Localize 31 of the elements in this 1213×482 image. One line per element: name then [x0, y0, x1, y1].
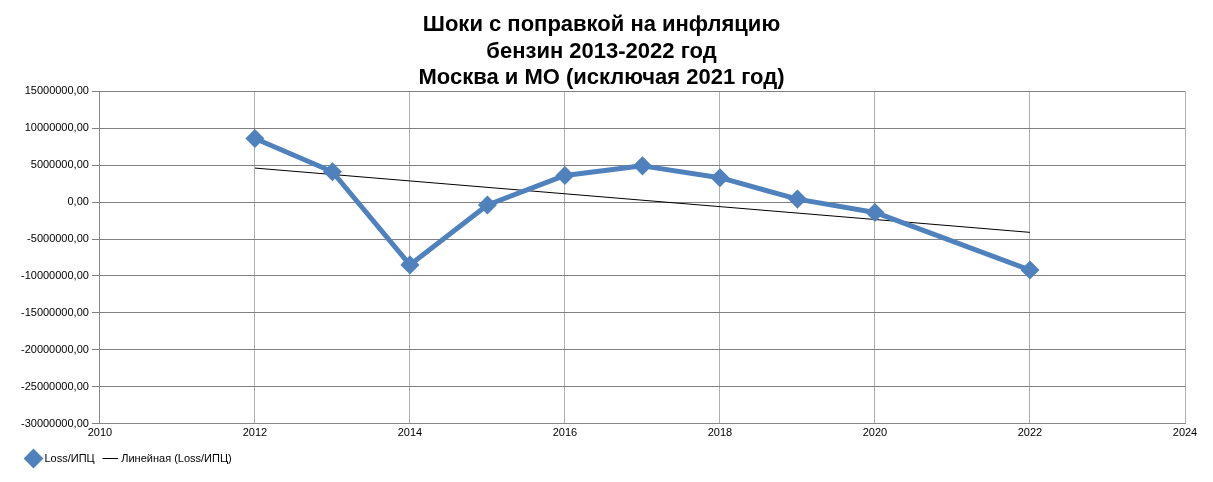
point — [633, 157, 651, 175]
x-tick-label: 2018 — [707, 426, 733, 439]
y-tick-label: -30000000,00 — [20, 416, 89, 429]
point — [788, 190, 806, 208]
x-tick-label: 2016 — [552, 426, 578, 439]
chart-title: Шоки с поправкой на инфляцию бензин 2013-2022 год Москва и МО (исключая 2021 год) — [418, 11, 785, 90]
legend-label: Линейная (Loss/ИПЦ) — [121, 451, 232, 464]
point — [323, 163, 341, 181]
x-tick-label: 2014 — [397, 426, 423, 439]
point — [246, 130, 264, 147]
x-tick-label: 2012 — [242, 426, 268, 439]
x-tick-label: 2010 — [87, 426, 113, 439]
y-tick-label: -25000000,00 — [20, 379, 89, 392]
y-tick-label: -5000000,00 — [27, 232, 89, 245]
y-tick-label: -20000000,00 — [20, 342, 89, 355]
x-tick-label: 2022 — [1017, 426, 1043, 439]
x-tick-label: 2024 — [1172, 426, 1198, 439]
point — [711, 169, 729, 187]
y-tick-label: 10000000,00 — [24, 121, 89, 134]
point — [1021, 261, 1039, 279]
y-tick-label: -10000000,00 — [20, 269, 89, 282]
point — [556, 166, 574, 184]
point — [401, 256, 419, 274]
x-tick-label: 2020 — [862, 426, 888, 439]
y-tick-label: 15000000,00 — [24, 84, 89, 97]
y-tick-label: -15000000,00 — [20, 305, 89, 318]
y-tick-label: 5000000,00 — [30, 158, 89, 171]
point — [866, 203, 884, 221]
y-tick-label: 0,00 — [67, 195, 89, 208]
point — [478, 196, 496, 214]
legend-label: Loss/ИПЦ — [44, 451, 95, 464]
